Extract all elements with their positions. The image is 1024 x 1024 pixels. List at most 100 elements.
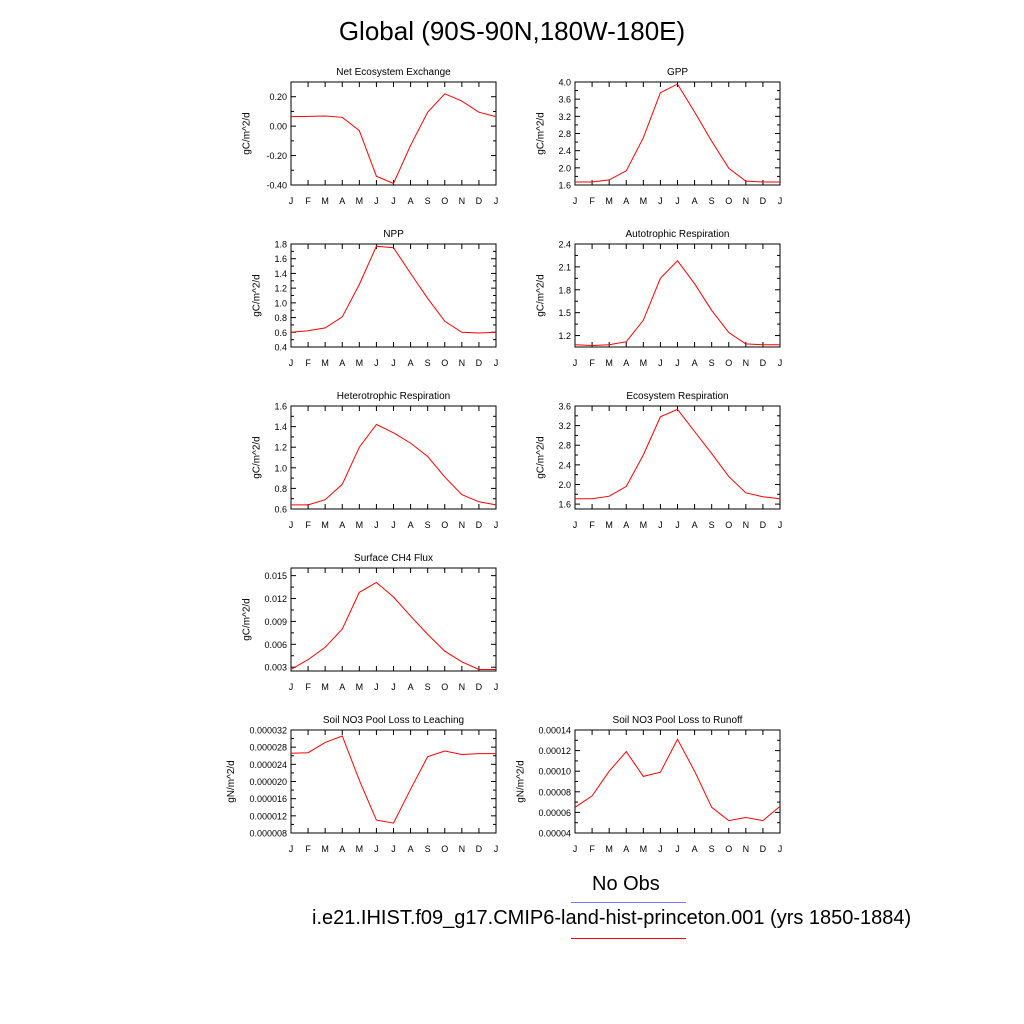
series-line	[290, 735, 496, 824]
x-tick-label: O	[441, 844, 448, 854]
x-tick-label: D	[760, 844, 767, 854]
x-tick-label: F	[305, 682, 311, 692]
x-tick-label: A	[408, 682, 414, 692]
x-tick-label: S	[425, 520, 431, 530]
y-tick-label: 2.0	[558, 480, 571, 490]
x-tick-label: F	[305, 520, 311, 530]
x-tick-label: D	[476, 196, 483, 206]
x-tick-label: J	[494, 844, 499, 854]
x-tick-label: M	[321, 358, 329, 368]
panel-8: J F M A M J J A S O N D J0.0000320.0000280.0000240.0…	[226, 715, 498, 854]
x-tick-label: J	[374, 358, 379, 368]
x-tick-label: O	[441, 196, 448, 206]
panel-3: J F M A M J J A S O N D J1.81.61.41.21.00.80.60.4NPP…	[252, 229, 499, 368]
x-tick-label: J	[494, 520, 499, 530]
x-tick-label: A	[339, 358, 345, 368]
x-tick-label: N	[459, 196, 466, 206]
y-tick-label: 1.4	[274, 422, 287, 432]
y-tick-label: 0.00010	[538, 767, 571, 777]
legend-obs-label: No Obs	[592, 873, 660, 895]
panel-title: Soil NO3 Pool Loss to Leaching	[323, 715, 464, 726]
y-tick-label: 0.009	[264, 617, 287, 627]
y-tick-label: 0.000012	[249, 811, 287, 821]
x-tick-label: M	[605, 844, 613, 854]
x-tick-label: F	[305, 358, 311, 368]
x-tick-label: M	[356, 358, 364, 368]
x-tick-label: J	[675, 844, 680, 854]
y-axis-label: gC/m^2/d	[252, 274, 263, 317]
y-tick-label: 0.00014	[538, 726, 571, 736]
y-tick-label: 0.4	[274, 343, 287, 353]
series-line	[291, 423, 497, 506]
series-line	[574, 260, 780, 347]
x-tick-label: J	[494, 196, 499, 206]
y-tick-label: 1.6	[274, 402, 287, 412]
x-tick-label: F	[305, 196, 311, 206]
plot-frame	[574, 81, 781, 186]
y-axis-label: gC/m^2/d	[536, 112, 547, 155]
x-tick-label: J	[658, 520, 663, 530]
y-tick-label: 0.00004	[538, 829, 571, 839]
y-tick-label: 0.015	[264, 571, 287, 581]
x-tick-label: M	[605, 520, 613, 530]
x-tick-label: J	[289, 358, 294, 368]
y-tick-label: 1.6	[558, 500, 571, 510]
x-tick-label: A	[339, 682, 345, 692]
x-tick-label: A	[408, 196, 414, 206]
x-tick-label: O	[725, 358, 732, 368]
x-tick-label: A	[692, 358, 698, 368]
panel-title: Ecosystem Respiration	[626, 391, 728, 402]
y-tick-label: -0.40	[266, 181, 287, 191]
y-tick-label: 0.00012	[538, 746, 571, 756]
x-tick-label: J	[494, 358, 499, 368]
y-axis-label: gC/m^2/d	[536, 436, 547, 479]
panel-2: J F M A M J J A S O N D J4.03.63.22.82.42.01.6GPPgC/…	[536, 67, 783, 206]
y-tick-label: 0.003	[264, 663, 287, 673]
x-tick-label: M	[356, 520, 364, 530]
x-tick-label: J	[494, 682, 499, 692]
x-tick-label: N	[459, 844, 466, 854]
panel-5: J F M A M J J A S O N D J1.61.41.21.00.80.6Heterotro…	[252, 391, 499, 530]
x-tick-label: J	[374, 682, 379, 692]
x-tick-label: A	[339, 196, 345, 206]
x-tick-label: O	[441, 520, 448, 530]
x-tick-label: M	[321, 844, 329, 854]
panel-title: Net Ecosystem Exchange	[336, 67, 451, 78]
legend-case-line	[571, 938, 686, 939]
panel-title: Surface CH4 Flux	[354, 553, 433, 564]
y-axis-label: gC/m^2/d	[252, 436, 263, 479]
panel-6: J F M A M J J A S O N D J3.63.22.82.42.01.6Ecosystem…	[536, 391, 783, 530]
x-tick-label: J	[289, 196, 294, 206]
y-tick-label: 1.8	[274, 240, 287, 250]
y-tick-label: 0.8	[274, 313, 287, 323]
y-tick-label: 2.4	[558, 240, 571, 250]
plot-frame	[290, 243, 497, 348]
x-tick-label: J	[778, 196, 783, 206]
y-tick-label: 2.1	[558, 262, 571, 272]
panel-7: J F M A M J J A S O N D J0.0150.0120.0090.0060.003Su…	[242, 553, 499, 692]
y-tick-label: 2.8	[558, 441, 571, 451]
y-tick-label: 1.6	[558, 181, 571, 191]
plot-frame	[574, 243, 781, 348]
x-tick-label: M	[640, 844, 648, 854]
x-tick-label: M	[605, 358, 613, 368]
y-tick-label: 0.6	[274, 505, 287, 515]
x-tick-label: A	[623, 196, 629, 206]
x-tick-label: A	[408, 844, 414, 854]
x-tick-label: J	[573, 520, 578, 530]
plot-frame	[290, 81, 497, 186]
x-tick-label: J	[374, 844, 379, 854]
x-tick-label: F	[589, 844, 595, 854]
plot-frame	[290, 729, 497, 834]
x-tick-label: N	[743, 358, 750, 368]
y-tick-label: 3.2	[558, 421, 571, 431]
x-tick-label: J	[658, 844, 663, 854]
x-tick-label: S	[709, 196, 715, 206]
x-tick-label: J	[391, 358, 396, 368]
y-tick-label: 0.8	[274, 484, 287, 494]
x-tick-label: A	[692, 520, 698, 530]
y-axis-label: gC/m^2/d	[242, 598, 253, 641]
x-tick-label: J	[675, 358, 680, 368]
series-line	[290, 581, 496, 670]
